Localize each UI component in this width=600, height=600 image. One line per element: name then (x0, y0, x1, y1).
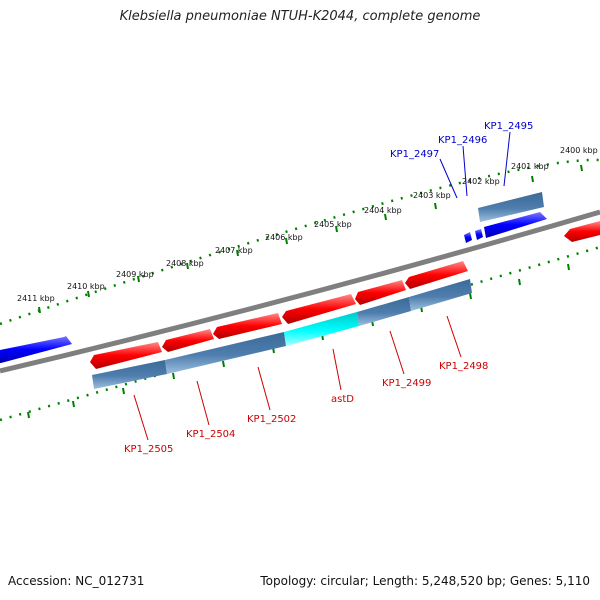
kbp-label: 2408 kbp (166, 259, 204, 268)
gene-label[interactable]: KP1_2502 (247, 414, 296, 425)
gene-arrow[interactable] (464, 232, 472, 243)
gene-label[interactable]: KP1_2498 (439, 361, 488, 372)
gene-arrow[interactable] (405, 261, 468, 289)
gene-label[interactable]: KP1_2495 (484, 121, 533, 132)
gene-label[interactable]: KP1_2505 (124, 444, 173, 455)
gene-label[interactable]: KP1_2497 (390, 149, 439, 160)
kbp-label: 2409 kbp (116, 270, 154, 279)
kbp-label: 2410 kbp (67, 282, 105, 291)
leader-line (389, 330, 405, 375)
feature-bar[interactable] (284, 312, 359, 346)
kbp-label: 2407 kbp (215, 246, 253, 255)
kbp-label: 2400 kbp (560, 146, 598, 155)
bottom-gene-labels: KP1_2505 KP1_2504 KP1_2502 astD KP1_2499… (124, 315, 488, 455)
gene-arrow[interactable] (355, 280, 406, 305)
leader-line (446, 315, 462, 358)
gene-arrow[interactable] (564, 221, 600, 242)
feature-bars (92, 279, 472, 389)
feature-bar[interactable] (409, 279, 472, 311)
gene-arrow[interactable] (213, 313, 282, 339)
gene-arrow[interactable] (475, 229, 483, 240)
leader-line (503, 131, 511, 187)
gene-arrow[interactable] (282, 294, 356, 324)
kbp-label: 2403 kbp (413, 191, 451, 200)
gene-arrow[interactable] (484, 212, 547, 238)
leader-line (332, 348, 342, 391)
kbp-label: 2406 kbp (265, 233, 303, 242)
leader-line (133, 394, 149, 441)
leader-line (196, 380, 210, 426)
reverse-strand-genes (90, 261, 468, 369)
leader-line (462, 145, 468, 197)
leader-line (257, 366, 271, 411)
accession-text: Accession: NC_012731 (8, 574, 145, 588)
forward-strand-genes (0, 192, 600, 363)
feature-bar[interactable] (92, 360, 167, 389)
gene-label[interactable]: KP1_2499 (382, 378, 431, 389)
map-title: Klebsiella pneumoniae NTUH-K2044, comple… (119, 9, 481, 24)
feature-bar[interactable] (357, 297, 411, 326)
kbp-label: 2411 kbp (17, 294, 55, 303)
genome-summary-text: Topology: circular; Length: 5,248,520 bp… (260, 574, 590, 588)
gene-arrow[interactable] (0, 336, 72, 363)
outer-ruler-ticks (38, 164, 583, 314)
gene-label[interactable]: KP1_2504 (186, 429, 235, 440)
genome-backbone (0, 209, 600, 374)
kbp-labels: 2411 kbp 2410 kbp 2409 kbp 2408 kbp 2407… (17, 146, 598, 303)
kbp-label: 2401 kbp (511, 162, 549, 171)
kbp-label: 2404 kbp (364, 206, 402, 215)
leader-line (439, 158, 458, 199)
inner-ruler (0, 245, 600, 422)
feature-bar[interactable] (165, 332, 286, 374)
gene-arrow[interactable] (162, 329, 214, 352)
top-gene-labels: KP1_2497 KP1_2496 KP1_2495 (390, 121, 533, 199)
gene-arrow[interactable] (90, 342, 162, 369)
gene-arrow[interactable] (478, 192, 544, 222)
kbp-label: 2402 kbp (462, 177, 500, 186)
gene-label[interactable]: astD (331, 394, 354, 405)
gene-label[interactable]: KP1_2496 (438, 135, 487, 146)
kbp-label: 2405 kbp (314, 220, 352, 229)
